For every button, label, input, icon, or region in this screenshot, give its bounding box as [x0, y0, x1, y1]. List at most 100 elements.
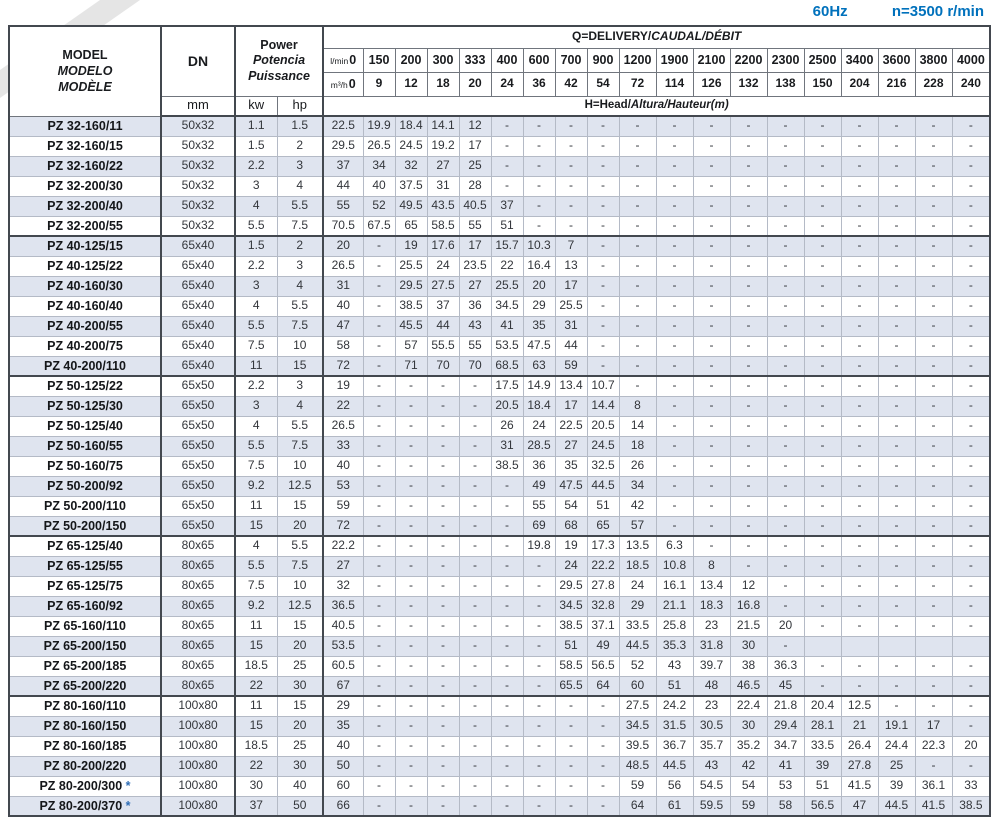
head-value: - — [362, 695, 396, 717]
head-value: - — [655, 155, 694, 177]
head-value: - — [692, 155, 731, 177]
head-value: - — [362, 435, 396, 457]
table-row: PZ 65-200/185 80x65 18.5 25 60.5- - - - - -58.5 56… — [8, 655, 991, 677]
head-value: 43 — [692, 755, 731, 777]
head-value: 13 — [554, 255, 588, 277]
head-value: - — [394, 775, 428, 797]
m3h-value: 228 — [914, 71, 953, 97]
hp-value: 5.5 — [276, 535, 324, 557]
head-value: - — [426, 535, 460, 557]
kw-value: 1.5 — [234, 135, 278, 157]
head-value: - — [394, 375, 428, 397]
head-value: - — [426, 755, 460, 777]
head-value: 19 — [322, 375, 364, 397]
head-value: 55 — [322, 195, 364, 217]
dn-value: 100x80 — [160, 715, 236, 737]
head-value: - — [877, 675, 916, 697]
head-value: 51 — [490, 215, 524, 237]
head-value: - — [692, 515, 731, 537]
head-value: 24.5 — [394, 135, 428, 157]
hp-value: 25 — [276, 735, 324, 757]
table-row: PZ 80-200/300 * 100x80 30 40 60- - - - - - - -59 56 5… — [8, 775, 991, 797]
head-value: 22.2 — [586, 555, 620, 577]
head-value: - — [914, 275, 953, 297]
head-value: - — [877, 615, 916, 637]
head-value: 21.1 — [655, 595, 694, 617]
head-value: - — [729, 195, 768, 217]
model-name: PZ 40-200/110 — [8, 355, 162, 377]
table-row: PZ 40-160/40 65x40 4 5.5 40-38.5 37 36 34.5 29 25… — [8, 295, 991, 317]
head-value: - — [766, 435, 805, 457]
table-row: PZ 65-160/110 80x65 11 15 40.5- - - - - -38.5 37.1… — [8, 615, 991, 637]
head-value: - — [877, 515, 916, 537]
head-value: - — [877, 595, 916, 617]
head-value: - — [729, 275, 768, 297]
head-value: 17.5 — [490, 375, 524, 397]
hp-value: 4 — [276, 395, 324, 417]
kw-value: 2.2 — [234, 375, 278, 397]
model-name: PZ 32-160/15 — [8, 135, 162, 157]
table-row: PZ 50-125/22 65x50 2.2 3 19- - - -17.5 14.9 13.4 1… — [8, 375, 991, 397]
head-value: - — [426, 795, 460, 817]
head-value: - — [766, 515, 805, 537]
head-value: 26.5 — [322, 255, 364, 277]
lmin-value: 400 — [490, 47, 524, 73]
head-value: - — [840, 135, 879, 157]
m3h-zero-cell: m³/h0 — [322, 71, 364, 97]
head-value: - — [729, 395, 768, 417]
head-value: - — [914, 455, 953, 477]
head-value: 51 — [803, 775, 842, 797]
model-name: PZ 65-160/92 — [8, 595, 162, 617]
hp-value: 7.5 — [276, 315, 324, 337]
head-value: - — [692, 495, 731, 517]
head-value: - — [458, 715, 492, 737]
head-value: - — [394, 755, 428, 777]
head-value: - — [766, 195, 805, 217]
table-row: PZ 40-125/15 65x40 1.5 2 20-19 17.6 17 15.7 10.3… — [8, 235, 991, 257]
head-value: - — [840, 315, 879, 337]
head-value: 51 — [586, 495, 620, 517]
lmin-value: 2500 — [803, 47, 842, 73]
head-value: 31 — [554, 315, 588, 337]
head-value: - — [692, 475, 731, 497]
head-value: - — [729, 515, 768, 537]
head-value: - — [840, 655, 879, 677]
head-value: - — [394, 615, 428, 637]
head-value: 12 — [458, 115, 492, 137]
head-value: - — [426, 655, 460, 677]
head-value: - — [692, 215, 731, 237]
head-value: 70 — [458, 355, 492, 377]
head-value: - — [729, 255, 768, 277]
head-value: - — [951, 415, 991, 437]
head-value: - — [490, 755, 524, 777]
head-value: - — [803, 595, 842, 617]
head-value: - — [840, 395, 879, 417]
hp-value: 10 — [276, 335, 324, 357]
head-value: 57 — [394, 335, 428, 357]
head-value: - — [490, 475, 524, 497]
head-value: - — [655, 375, 694, 397]
head-value: - — [522, 695, 556, 717]
dn-value: 80x65 — [160, 575, 236, 597]
head-value: - — [877, 375, 916, 397]
m3h-value: 20 — [458, 71, 492, 97]
head-value: - — [458, 635, 492, 657]
hp-value: 5.5 — [276, 295, 324, 317]
head-value: - — [803, 115, 842, 137]
head-value: 35.2 — [729, 735, 768, 757]
delivery-header-plain: Q=DELIVERY/ — [572, 29, 652, 44]
head-value: - — [618, 375, 657, 397]
head-value: - — [951, 675, 991, 697]
head-value: 60 — [618, 675, 657, 697]
head-value: - — [877, 355, 916, 377]
dn-value: 80x65 — [160, 675, 236, 697]
model-name: PZ 80-200/370 * — [8, 795, 162, 817]
head-value: 20 — [322, 235, 364, 257]
head-value: 72 — [322, 355, 364, 377]
head-value: 48.5 — [618, 755, 657, 777]
head-value: 40 — [362, 175, 396, 197]
head-value: - — [490, 675, 524, 697]
hp-value: 1.5 — [276, 115, 324, 137]
head-value: - — [522, 215, 556, 237]
m3h-value: 54 — [586, 71, 620, 97]
